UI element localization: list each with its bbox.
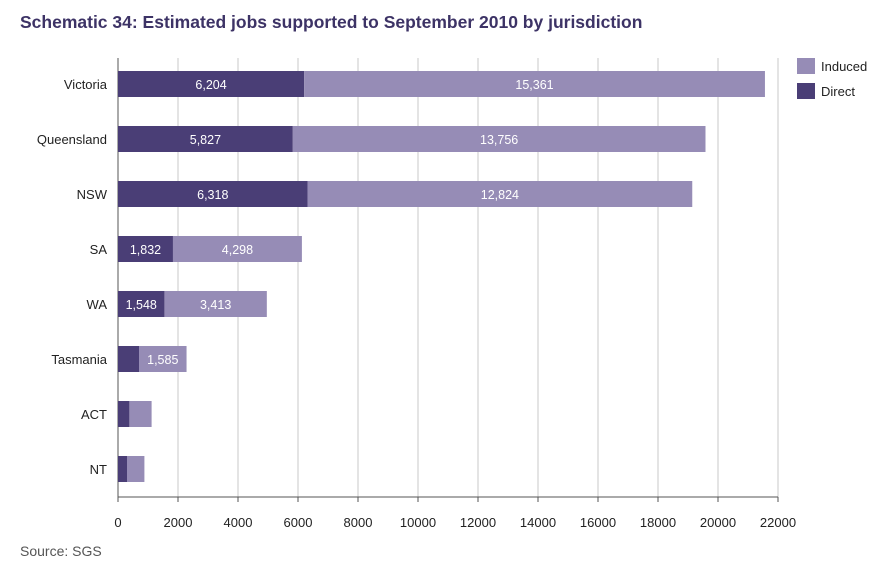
category-label: Victoria [64, 77, 108, 92]
x-tick-label: 2000 [164, 515, 193, 530]
bar-direct [118, 346, 139, 372]
source-note: Source: SGS [20, 543, 102, 559]
x-tick-label: 4000 [224, 515, 253, 530]
data-label-direct: 5,827 [190, 133, 221, 147]
category-label: Tasmania [51, 352, 107, 367]
data-label-induced: 15,361 [515, 78, 553, 92]
data-label-direct: 1,832 [130, 243, 161, 257]
bar-induced [304, 71, 765, 97]
category-label: ACT [81, 407, 107, 422]
x-tick-label: 18000 [640, 515, 676, 530]
legend-swatch-induced [797, 58, 815, 74]
legend-label-induced: Induced [821, 59, 867, 74]
data-label-induced: 12,824 [481, 188, 519, 202]
category-label: NT [90, 462, 107, 477]
x-tick-label: 20000 [700, 515, 736, 530]
data-label-direct: 6,318 [197, 188, 228, 202]
bar-induced [139, 346, 187, 372]
x-tick-label: 12000 [460, 515, 496, 530]
data-label-induced: 1,585 [147, 353, 178, 367]
bar-induced [172, 236, 302, 262]
data-label-direct: 1,548 [126, 298, 157, 312]
bar-direct [118, 456, 127, 482]
bar-induced [164, 291, 267, 317]
data-label-induced: 13,756 [480, 133, 518, 147]
bar-direct [118, 71, 305, 97]
bar-induced [292, 126, 706, 152]
x-tick-label: 8000 [344, 515, 373, 530]
bar-induced [127, 456, 145, 482]
x-tick-label: 6000 [284, 515, 313, 530]
bar-direct [118, 401, 130, 427]
legend-label-direct: Direct [821, 84, 855, 99]
x-tick-label: 0 [114, 515, 121, 530]
data-label-induced: 3,413 [200, 298, 231, 312]
legend-swatch-direct [797, 83, 815, 99]
bar-direct [118, 291, 165, 317]
chart-title: Schematic 34: Estimated jobs supported t… [20, 12, 643, 32]
data-label-induced: 4,298 [222, 243, 253, 257]
category-label: Queensland [37, 132, 107, 147]
data-label-direct: 6,204 [195, 78, 226, 92]
bar-direct [118, 126, 293, 152]
x-tick-label: 14000 [520, 515, 556, 530]
category-label: WA [87, 297, 108, 312]
category-label: SA [90, 242, 108, 257]
bar-induced [129, 401, 152, 427]
x-tick-label: 16000 [580, 515, 616, 530]
category-label: NSW [77, 187, 108, 202]
bar-direct [118, 181, 308, 207]
bar-induced [307, 181, 693, 207]
x-tick-label: 10000 [400, 515, 436, 530]
x-tick-label: 22000 [760, 515, 796, 530]
bar-direct [118, 236, 173, 262]
